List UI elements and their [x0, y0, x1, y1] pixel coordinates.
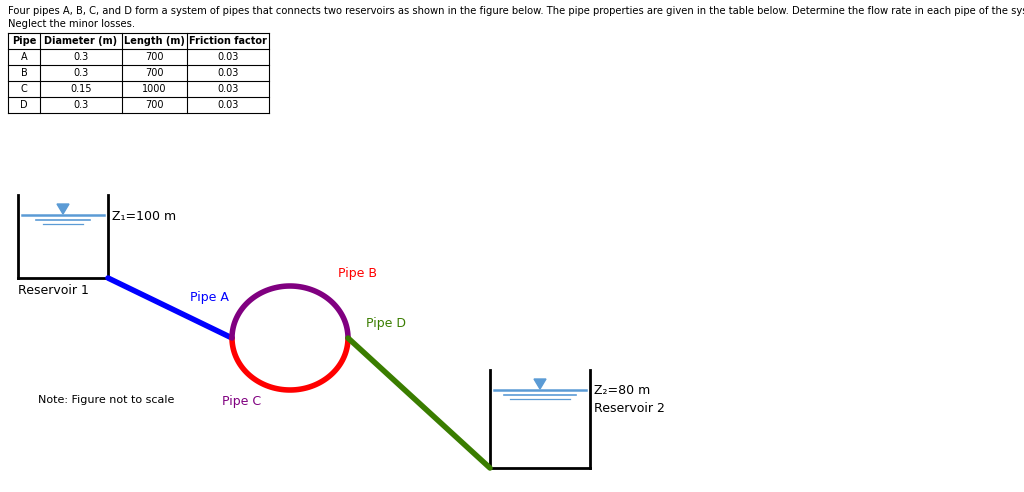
Text: Z₂=80 m: Z₂=80 m [594, 385, 650, 398]
Text: Pipe D: Pipe D [366, 317, 406, 331]
Text: A: A [20, 52, 28, 62]
Text: 0.03: 0.03 [217, 52, 239, 62]
Text: 0.03: 0.03 [217, 100, 239, 110]
Text: Reservoir 2: Reservoir 2 [594, 401, 665, 414]
Text: 0.03: 0.03 [217, 84, 239, 94]
Text: Friction factor: Friction factor [189, 36, 267, 46]
Text: 0.3: 0.3 [74, 100, 89, 110]
Text: 0.15: 0.15 [71, 84, 92, 94]
Text: 700: 700 [145, 52, 164, 62]
Text: 0.03: 0.03 [217, 68, 239, 78]
Text: 0.3: 0.3 [74, 52, 89, 62]
Text: Pipe: Pipe [12, 36, 36, 46]
Text: Diameter (m): Diameter (m) [44, 36, 118, 46]
Text: 700: 700 [145, 68, 164, 78]
Text: Length (m): Length (m) [124, 36, 185, 46]
Text: Pipe C: Pipe C [222, 396, 261, 408]
Text: Reservoir 1: Reservoir 1 [18, 284, 89, 297]
Text: Pipe A: Pipe A [190, 291, 229, 305]
Text: 700: 700 [145, 100, 164, 110]
Polygon shape [534, 379, 546, 389]
Text: Neglect the minor losses.: Neglect the minor losses. [8, 19, 135, 29]
Text: Pipe B: Pipe B [338, 268, 377, 280]
Text: C: C [20, 84, 28, 94]
Text: 1000: 1000 [142, 84, 167, 94]
Polygon shape [57, 204, 69, 214]
Text: D: D [20, 100, 28, 110]
Text: Four pipes A, B, C, and D form a system of pipes that connects two reservoirs as: Four pipes A, B, C, and D form a system … [8, 6, 1024, 16]
Text: B: B [20, 68, 28, 78]
Text: Z₁=100 m: Z₁=100 m [112, 210, 176, 222]
Text: 0.3: 0.3 [74, 68, 89, 78]
Text: Note: Figure not to scale: Note: Figure not to scale [38, 395, 174, 405]
